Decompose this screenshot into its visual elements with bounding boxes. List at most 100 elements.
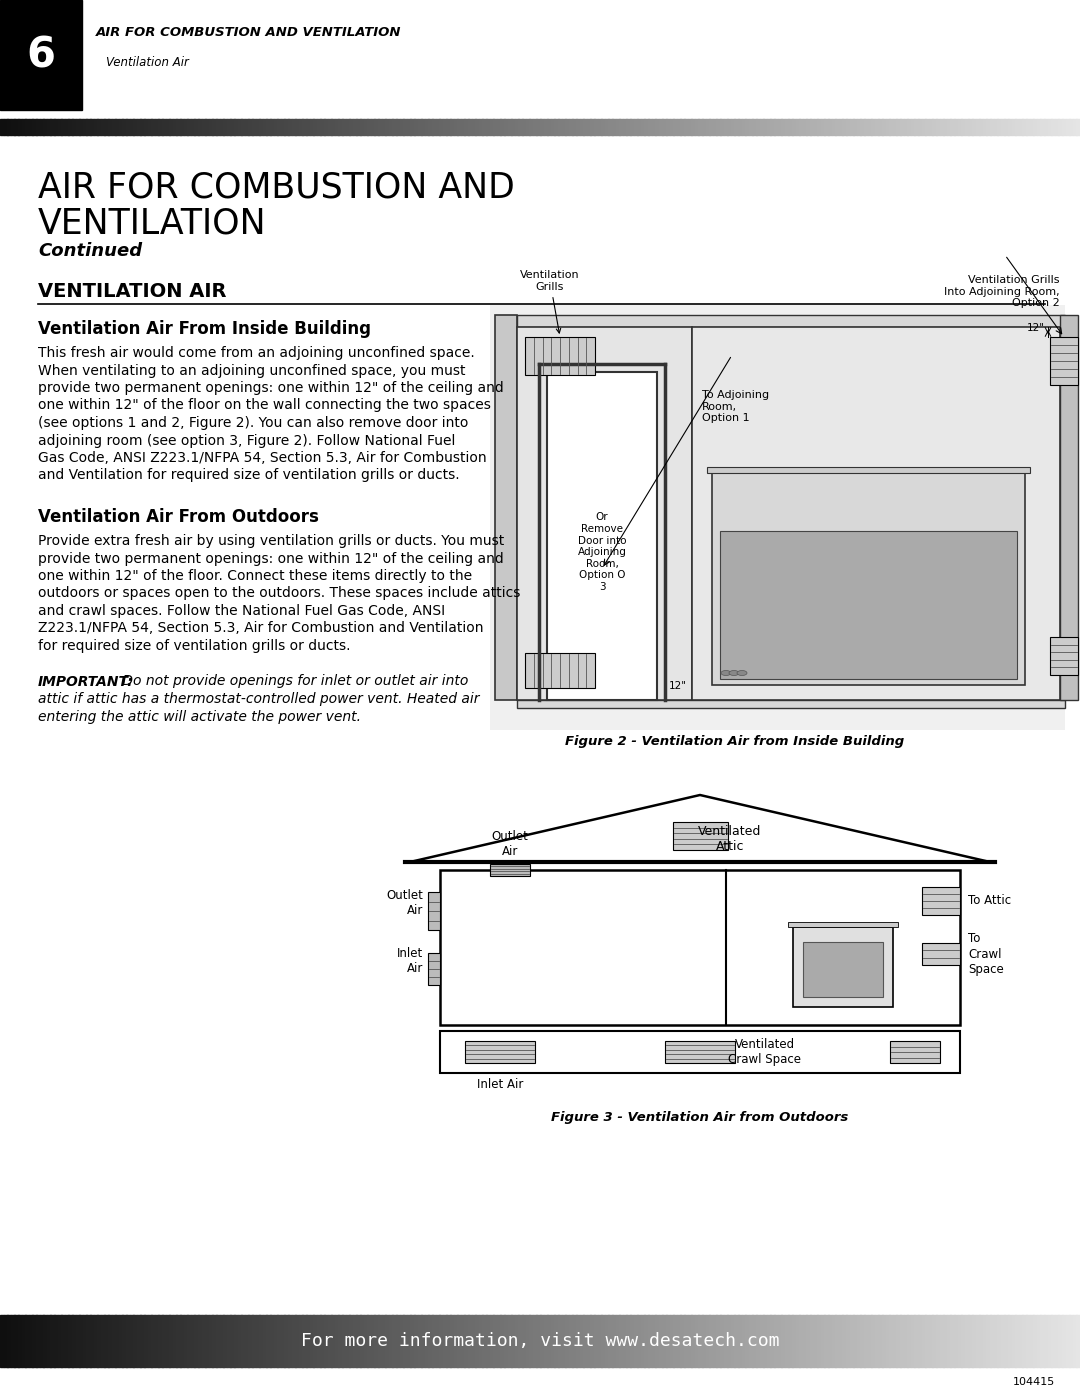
Bar xyxy=(1037,119,1041,136)
Bar xyxy=(867,1315,872,1368)
Text: Ventilation Air: Ventilation Air xyxy=(106,56,189,68)
Bar xyxy=(540,1315,544,1368)
Bar xyxy=(332,1315,335,1368)
Bar xyxy=(511,119,515,136)
Bar xyxy=(173,1315,177,1368)
Bar xyxy=(428,893,440,930)
Bar xyxy=(122,1315,126,1368)
Bar xyxy=(11,119,15,136)
Bar xyxy=(83,119,86,136)
Ellipse shape xyxy=(729,671,739,676)
Bar xyxy=(424,1315,429,1368)
Bar xyxy=(788,1315,793,1368)
Bar xyxy=(666,119,670,136)
Bar xyxy=(346,119,350,136)
Bar xyxy=(716,119,720,136)
Bar xyxy=(580,1315,583,1368)
Bar xyxy=(281,1315,285,1368)
Bar xyxy=(159,119,162,136)
Bar xyxy=(429,119,432,136)
Bar xyxy=(850,1315,853,1368)
Bar xyxy=(940,119,944,136)
Bar xyxy=(900,119,904,136)
Text: Ventilation Grills
Into Adjoining Room,
Option 2: Ventilation Grills Into Adjoining Room, … xyxy=(944,275,1059,309)
Bar xyxy=(111,1315,116,1368)
Bar xyxy=(356,1315,361,1368)
Bar xyxy=(856,119,861,136)
Bar xyxy=(241,119,245,136)
Bar xyxy=(1018,119,1023,136)
Bar xyxy=(3,119,8,136)
Bar xyxy=(278,1315,281,1368)
Bar xyxy=(929,1315,933,1368)
Text: 104415: 104415 xyxy=(1013,1377,1055,1387)
Bar xyxy=(508,119,512,136)
Bar xyxy=(278,119,281,136)
Bar xyxy=(565,119,569,136)
Bar xyxy=(748,119,753,136)
Bar xyxy=(62,119,65,136)
Bar xyxy=(705,1315,710,1368)
Bar xyxy=(353,119,356,136)
Bar xyxy=(94,1315,97,1368)
Bar xyxy=(799,1315,804,1368)
Bar xyxy=(518,1315,523,1368)
Bar xyxy=(273,119,278,136)
Text: Ventilated
Attic: Ventilated Attic xyxy=(699,826,761,854)
Bar xyxy=(450,1315,454,1368)
Bar xyxy=(864,1315,868,1368)
Bar xyxy=(490,863,530,876)
Text: attic if attic has a thermostat-controlled power vent. Heated air: attic if attic has a thermostat-controll… xyxy=(38,692,480,705)
Bar xyxy=(478,119,483,136)
Bar xyxy=(904,1315,907,1368)
Bar xyxy=(759,119,764,136)
Bar xyxy=(151,1315,156,1368)
Bar xyxy=(270,119,274,136)
Bar xyxy=(691,1315,696,1368)
Bar xyxy=(969,119,972,136)
Bar xyxy=(486,119,490,136)
Bar xyxy=(947,1315,950,1368)
Bar xyxy=(872,119,875,136)
Bar xyxy=(986,119,990,136)
Bar xyxy=(184,1315,188,1368)
Text: Outlet
Air: Outlet Air xyxy=(387,888,423,916)
Bar xyxy=(932,1315,936,1368)
Bar xyxy=(148,119,151,136)
Bar xyxy=(900,1315,904,1368)
Bar xyxy=(602,119,605,136)
Bar xyxy=(191,1315,194,1368)
Bar xyxy=(904,119,907,136)
Bar xyxy=(162,1315,166,1368)
Bar xyxy=(342,119,346,136)
Text: (see options 1 and 2, Figure 2). You can also remove door into: (see options 1 and 2, Figure 2). You can… xyxy=(38,416,469,430)
Bar xyxy=(634,119,637,136)
Bar xyxy=(594,1315,598,1368)
Text: Z223.1/NFPA 54, Section 5.3, Air for Combustion and Ventilation: Z223.1/NFPA 54, Section 5.3, Air for Com… xyxy=(38,622,484,636)
Bar xyxy=(997,119,1001,136)
Bar xyxy=(349,119,353,136)
Bar xyxy=(245,1315,248,1368)
Bar xyxy=(680,1315,685,1368)
Bar xyxy=(219,119,224,136)
Bar xyxy=(882,119,886,136)
Bar xyxy=(1012,1315,1015,1368)
Bar xyxy=(867,119,872,136)
Bar xyxy=(191,119,194,136)
Bar xyxy=(580,119,583,136)
Bar xyxy=(759,1315,764,1368)
Bar xyxy=(332,119,335,136)
Bar xyxy=(205,1315,210,1368)
Bar xyxy=(738,119,742,136)
Bar xyxy=(400,119,404,136)
Bar xyxy=(517,314,1065,327)
Bar xyxy=(626,1315,631,1368)
Bar xyxy=(500,119,504,136)
Bar xyxy=(100,119,105,136)
Bar xyxy=(440,870,960,1025)
Bar xyxy=(154,1315,159,1368)
Text: Outlet
Air: Outlet Air xyxy=(491,830,528,858)
Bar xyxy=(921,1315,926,1368)
Bar xyxy=(720,119,724,136)
Bar xyxy=(208,119,213,136)
